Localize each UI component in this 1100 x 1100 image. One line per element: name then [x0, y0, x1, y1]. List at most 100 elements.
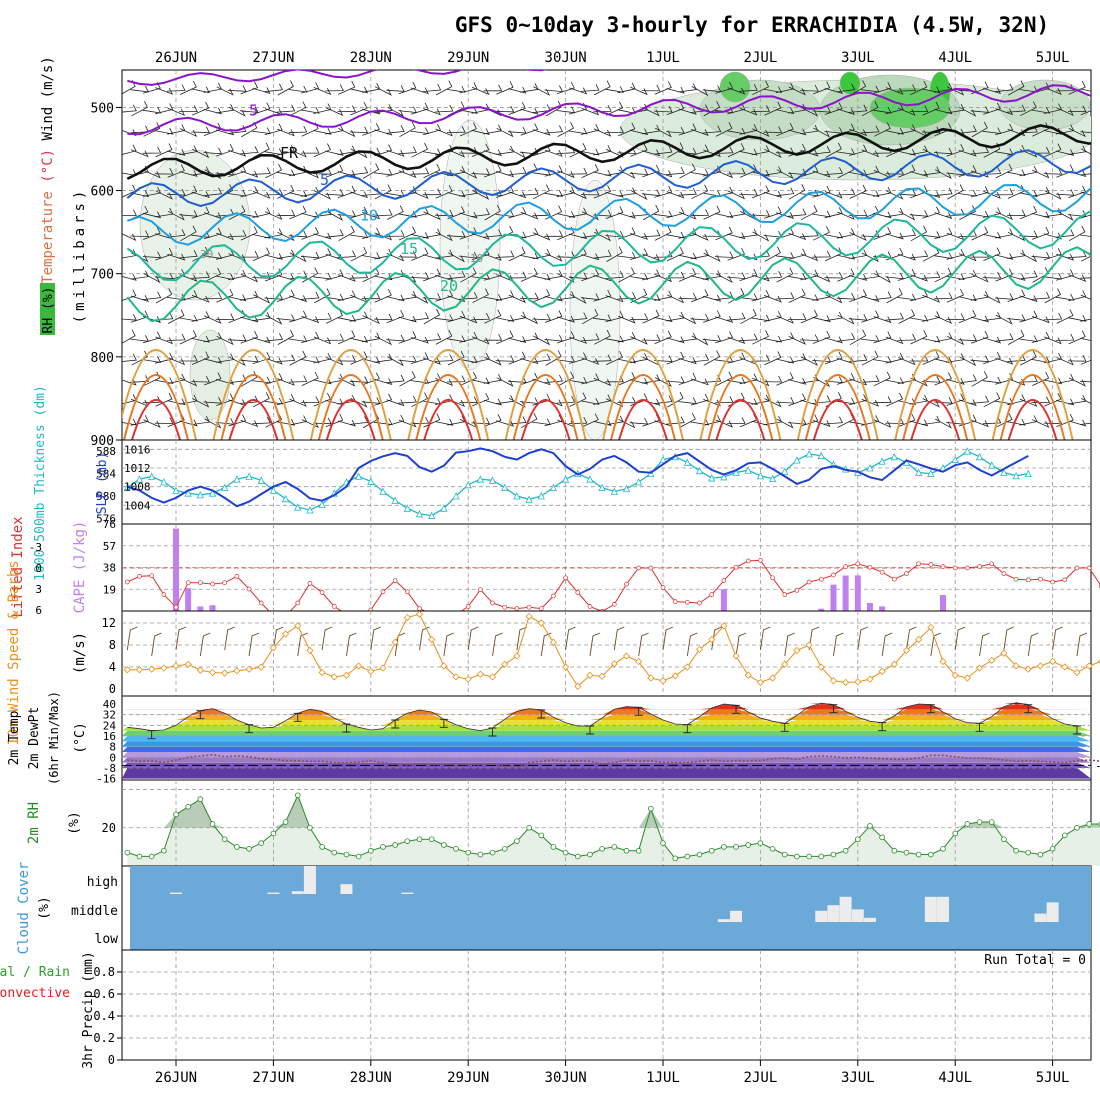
wind-barb	[679, 163, 696, 179]
temp-band	[122, 725, 1091, 731]
precip-tick: 0.4	[93, 1009, 115, 1023]
lifted-index-point	[307, 581, 313, 586]
wind-barb	[740, 309, 757, 325]
precip-tick: 0	[108, 1053, 115, 1067]
temp2m-unit: (°C)	[73, 722, 88, 753]
wind-barb	[934, 357, 953, 364]
wind-barb	[192, 246, 209, 262]
wind-barb	[654, 170, 673, 178]
thickness-point	[294, 503, 302, 511]
wind-barb	[495, 250, 515, 258]
temp-tick: 16	[103, 730, 116, 743]
wind-barb	[130, 310, 149, 323]
wind-barb	[678, 188, 697, 196]
wind-barb	[653, 250, 673, 258]
top-date-label: 3JUL	[841, 50, 875, 66]
thickness-point	[391, 496, 399, 504]
wind-barb	[739, 268, 758, 281]
wind-barb	[398, 146, 417, 155]
minmax-bar	[196, 710, 205, 720]
contour-label: 5	[320, 171, 329, 189]
wind-barb	[861, 270, 880, 280]
wind-barb	[142, 211, 162, 219]
wind-barb	[751, 105, 771, 113]
wind-barb	[946, 144, 965, 157]
wind-barb	[630, 190, 648, 201]
wind-barb	[399, 371, 416, 387]
wind-barb	[617, 211, 636, 219]
wind-barb	[1068, 419, 1087, 427]
wind-barb	[1019, 230, 1038, 238]
wind-barb	[666, 351, 685, 365]
wind-barb	[313, 103, 332, 114]
wind-barb	[691, 184, 709, 200]
wind-barb	[167, 253, 186, 261]
lifted-index-point	[137, 574, 142, 579]
wind-speed-point	[635, 657, 643, 666]
wind-barb	[143, 273, 161, 284]
wind-barb	[446, 375, 466, 383]
wind-barb	[605, 295, 624, 303]
cape-tick: 76	[103, 518, 116, 531]
wind-barb	[337, 355, 357, 362]
wind-barb	[483, 229, 503, 238]
wind-barb	[447, 295, 466, 303]
wind-barb	[277, 80, 294, 96]
wind-barb	[886, 288, 903, 304]
wind-barb	[362, 372, 380, 386]
wind-barb	[958, 253, 977, 262]
lifted-index-point	[782, 592, 788, 597]
wind-barb	[739, 188, 758, 196]
wind-barb	[885, 392, 904, 407]
wind-speed-point	[184, 660, 192, 668]
wind-barb	[776, 169, 794, 180]
wind-barb	[349, 336, 369, 343]
wind-barb	[642, 269, 661, 281]
wind-barb	[897, 269, 916, 281]
wind-barb	[155, 247, 173, 261]
wind-barb	[228, 294, 247, 302]
wind-barb	[301, 227, 319, 240]
minmax-bar	[488, 727, 497, 737]
wind-barb	[727, 87, 746, 95]
wind-barb	[435, 274, 454, 282]
bottom-date-label: 30JUN	[545, 1070, 587, 1086]
wind-barb	[1020, 101, 1037, 117]
wind-barb	[410, 272, 430, 279]
wind-barb	[459, 396, 478, 404]
rh2m-point	[611, 844, 618, 850]
wind-label: Wind (m/s)	[40, 56, 56, 140]
lifted-index-point	[684, 599, 690, 605]
wind-barb	[982, 416, 1002, 425]
rh2m-point	[136, 853, 143, 860]
bottom-date-axis: 26JUN 27JUN 28JUN 29JUN 30JUN 1JUL 2JUL 3JUL 4JU…	[155, 1060, 1069, 1086]
wind-speed-point	[367, 667, 375, 675]
wind-barb	[386, 149, 405, 157]
wind-barb	[946, 248, 965, 260]
wind-speed-point	[902, 646, 911, 655]
rh2m-point	[757, 840, 764, 846]
rh2m-point	[514, 838, 520, 844]
rh2m-point	[161, 847, 167, 854]
cape-label: CAPE (J/kg)	[72, 521, 88, 614]
wind-barb	[398, 331, 417, 344]
rh2m-point	[489, 849, 496, 856]
wind-barb	[763, 191, 782, 198]
wind-barb	[1031, 227, 1050, 240]
wind-barb	[496, 185, 514, 198]
contour-0	[126, 124, 1091, 180]
rh2m-point	[185, 803, 191, 810]
cape-bar	[866, 602, 873, 611]
wind-barb	[544, 310, 563, 323]
wind10m-barb	[1052, 626, 1063, 651]
wind-barb	[349, 376, 369, 383]
bottom-date-label: 26JUN	[155, 1070, 197, 1086]
wind-barb	[264, 148, 284, 156]
wind-barb	[167, 229, 186, 238]
wind-barb	[958, 334, 978, 342]
rh2m-point	[769, 845, 776, 852]
wind-speed-point	[464, 675, 472, 683]
wind-barb	[982, 312, 1002, 322]
wind-barb	[483, 164, 502, 178]
wind-barb	[727, 232, 746, 240]
